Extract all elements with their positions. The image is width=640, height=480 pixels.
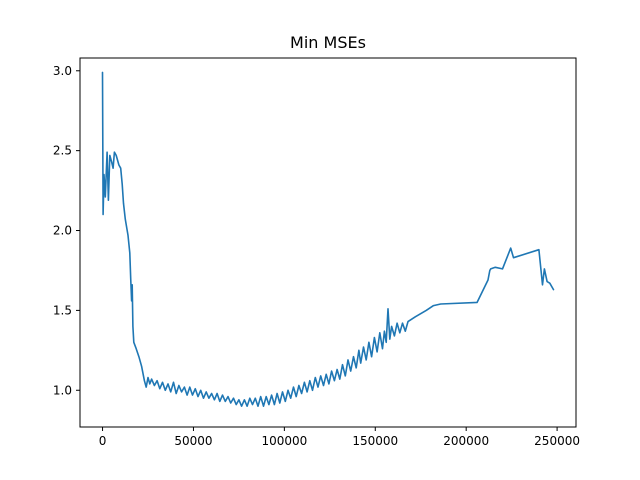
x-tick-label: 0 [99,434,107,448]
x-tick-label: 150000 [352,434,398,448]
x-axis: 0 50000 100000 150000 200000 250000 [99,427,580,448]
y-axis: 1.0 1.5 2.0 2.5 3.0 [53,64,80,397]
plot-frame [79,57,577,428]
x-tick-label: 50000 [174,434,212,448]
y-tick-label: 2.5 [53,144,72,158]
plot-area [79,57,577,428]
x-tick-label: 200000 [443,434,489,448]
y-tick-label: 1.5 [53,303,72,317]
series-line [101,71,555,408]
y-tick-label: 3.0 [53,64,72,78]
x-tick-label: 250000 [534,434,580,448]
y-tick-label: 1.0 [53,383,72,397]
x-tick-label: 100000 [261,434,307,448]
y-tick-label: 2.0 [53,224,72,238]
chart-title: Min MSEs [290,33,366,52]
